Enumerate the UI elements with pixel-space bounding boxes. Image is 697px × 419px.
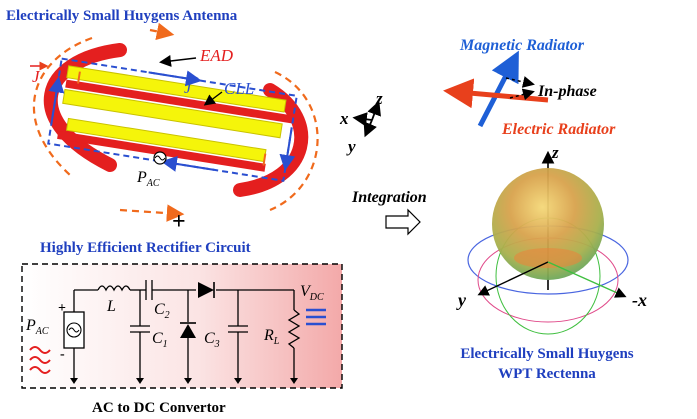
axes-triad-small xyxy=(352,100,381,138)
converter-caption: AC to DC Convertor xyxy=(92,400,226,416)
electric-radiator-arrow xyxy=(443,78,549,109)
magnetic-radiator-label: Magnetic Radiator xyxy=(459,37,585,54)
label-j-inner: J xyxy=(184,80,192,97)
rectifier-title: Highly Efficient Rectifier Circuit xyxy=(40,240,251,256)
antenna-title: Electrically Small Huygens Antenna xyxy=(6,8,238,24)
c2-label: C2 xyxy=(154,301,170,321)
inphase-indicator xyxy=(505,76,535,101)
pattern-label-z: z xyxy=(551,143,559,162)
inphase-label: In-phase xyxy=(537,83,597,100)
pattern-label-y: y xyxy=(456,290,467,310)
lobe-base-shading xyxy=(514,248,582,268)
circuit-minus: - xyxy=(60,347,65,362)
integration-arrow xyxy=(385,208,421,236)
rl-label: RL xyxy=(263,327,280,347)
pattern-label-negx: -x xyxy=(632,290,647,310)
c3-label: C3 xyxy=(204,330,220,350)
inductor-label: L xyxy=(106,298,116,315)
pattern-lobe xyxy=(492,168,604,280)
rectenna-caption-line2: WPT Rectenna xyxy=(498,366,596,382)
rectifier-circuit xyxy=(21,263,343,389)
plus-sign: + xyxy=(172,209,186,235)
c1-label: C1 xyxy=(152,330,168,350)
circuit-plus: + xyxy=(58,301,66,316)
pattern-y-axis xyxy=(477,261,549,296)
circuit-pac-label: PAC xyxy=(25,317,49,337)
label-cll: CLL xyxy=(224,79,254,98)
radiation-pattern-3d xyxy=(467,150,629,335)
axis-z-small: z xyxy=(375,89,383,108)
label-ead: EAD xyxy=(199,46,234,65)
cll-pointer-arrow xyxy=(203,91,223,106)
pattern-negx-axis xyxy=(547,261,627,298)
integration-label: Integration xyxy=(351,189,427,206)
antenna-pac-label: PAC xyxy=(136,169,160,189)
rectenna-caption-line1: Electrically Small Huygens xyxy=(460,346,633,362)
axis-x-small: x xyxy=(339,109,349,128)
electric-radiator-label: Electric Radiator xyxy=(501,121,616,138)
antenna-source-symbol xyxy=(153,151,167,165)
cll-strips xyxy=(47,57,298,182)
ead-pointer-arrow xyxy=(159,54,197,67)
label-j-outer: J xyxy=(32,67,41,86)
axis-y-small: y xyxy=(346,137,356,156)
vdc-label: VDC xyxy=(300,283,324,303)
